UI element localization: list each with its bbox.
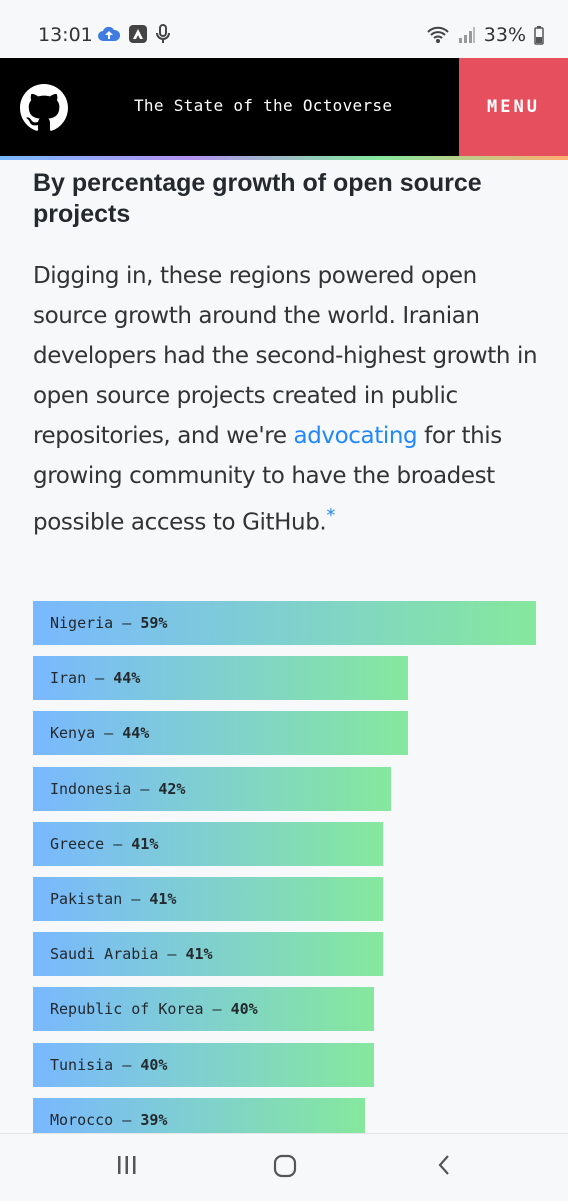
header-accent-divider <box>0 156 568 160</box>
home-icon[interactable] <box>273 1154 297 1178</box>
section-title: By percentage growth of open source proj… <box>33 169 482 228</box>
bar-separator: – <box>113 1110 141 1129</box>
footnote-link[interactable]: * <box>326 505 335 526</box>
bar-tunisia: Tunisia – 40% <box>33 1042 375 1087</box>
bar-category-label: Indonesia <box>50 779 132 798</box>
bar-category-label: Tunisia <box>50 1055 114 1074</box>
github-logo-icon[interactable] <box>20 84 68 132</box>
bar-category-label: Pakistan <box>50 890 123 908</box>
bar-value-label: 59% <box>140 614 168 632</box>
bar-value-label: 41% <box>131 834 159 853</box>
bar-saudi-arabia: Saudi Arabia – 41% <box>33 932 383 977</box>
bar-separator: – <box>158 945 186 964</box>
bar-separator: – <box>86 669 114 688</box>
bar-separator: – <box>122 890 150 908</box>
bar-pakistan: Pakistan – 41% <box>33 877 383 921</box>
bar-separator: – <box>113 1055 141 1074</box>
bar-category-label: Greece <box>50 834 105 853</box>
bar-iran: Iran – 44% <box>33 656 409 701</box>
status-time: 13:01 <box>38 24 93 46</box>
recent-apps-icon[interactable] <box>116 1154 138 1176</box>
bar-greece: Greece – 41% <box>33 821 383 866</box>
battery-percentage: 33% <box>483 24 526 46</box>
bar-value-label: 44% <box>122 724 150 743</box>
signal-icon <box>458 27 475 43</box>
status-bar: 13:01 33% <box>0 0 568 58</box>
menu-button[interactable]: MENU <box>459 58 568 156</box>
battery-charging-icon <box>534 26 544 45</box>
back-icon[interactable] <box>436 1154 452 1176</box>
android-navigation-bar <box>0 1133 568 1201</box>
bar-category-label: Kenya <box>50 724 96 743</box>
bar-value-label: 40% <box>140 1055 168 1074</box>
bar-category-label: Nigeria <box>50 614 114 632</box>
site-title[interactable]: The State of the Octoverse <box>134 96 393 115</box>
bar-value-label: 44% <box>113 669 141 688</box>
bar-value-label: 40% <box>230 1000 258 1019</box>
bar-separator: – <box>113 614 141 632</box>
bar-indonesia: Indonesia – 42% <box>33 766 392 811</box>
bar-value-label: 42% <box>158 779 186 798</box>
site-header: The State of the Octoverse MENU <box>0 58 568 156</box>
bar-category-label: Iran <box>50 669 87 688</box>
advocating-link[interactable]: advocating <box>293 423 418 449</box>
intro-text-start: Digging in, these regions powered open s… <box>33 263 538 449</box>
status-notification-icons <box>98 24 170 44</box>
bar-kenya: Kenya – 44% <box>33 711 409 756</box>
bar-category-label: Morocco <box>50 1110 114 1129</box>
bar-nigeria: Nigeria – 59% <box>33 601 536 645</box>
bar-republic-of-korea: Republic of Korea – 40% <box>33 987 375 1032</box>
intro-text-end: for this growing community to have the b… <box>33 423 502 536</box>
bar-separator: – <box>104 834 132 853</box>
bar-separator: – <box>203 1000 231 1019</box>
wifi-icon <box>427 26 449 43</box>
microphone-icon <box>156 24 170 43</box>
bar-category-label: Saudi Arabia <box>50 945 159 964</box>
bar-value-label: 41% <box>185 945 213 964</box>
status-system-icons: 33% <box>426 24 544 46</box>
cloud-upload-icon <box>98 26 120 41</box>
bar-value-label: 41% <box>149 890 177 908</box>
bar-separator: – <box>95 724 123 743</box>
app-notification-icon <box>129 25 147 43</box>
bar-value-label: 39% <box>140 1110 168 1129</box>
bar-category-label: Republic of Korea <box>50 1000 204 1019</box>
bar-separator: – <box>131 779 159 798</box>
intro-paragraph: Digging in, these regions powered open s… <box>33 256 538 543</box>
